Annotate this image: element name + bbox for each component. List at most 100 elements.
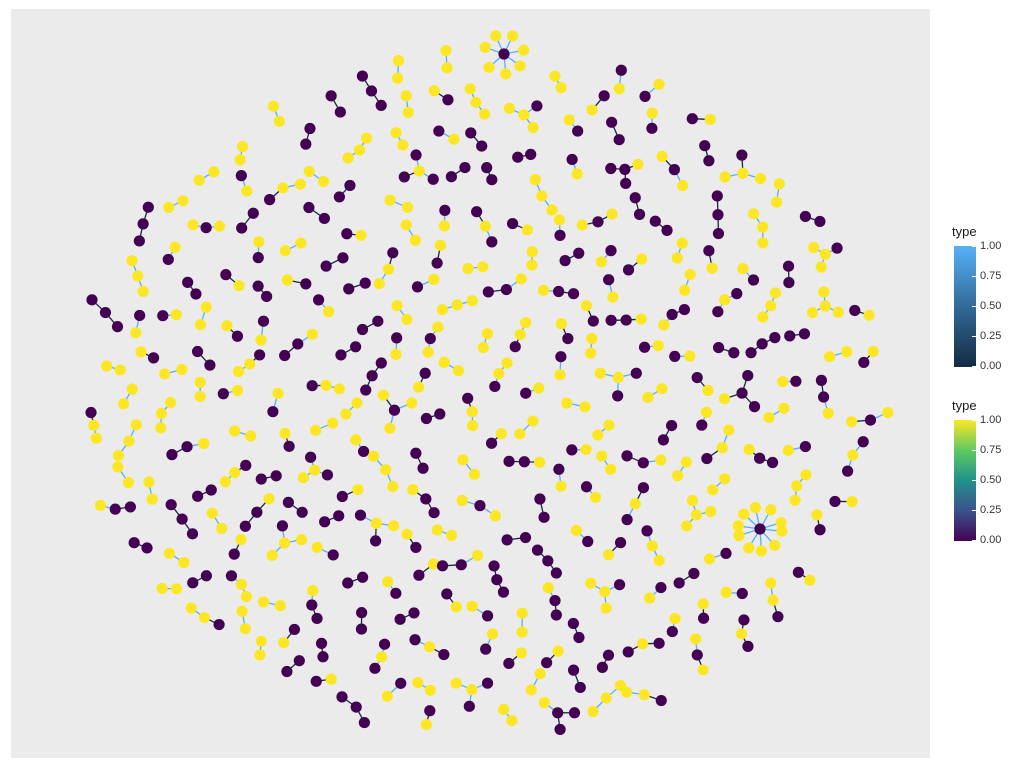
graph-node-type-0 (509, 341, 521, 353)
graph-node-type-0 (633, 208, 646, 220)
graph-node-type-1 (392, 72, 404, 84)
graph-node-type-0 (792, 566, 804, 578)
graph-node-type-0 (133, 235, 145, 247)
graph-node-type-1 (846, 495, 858, 508)
graph-node-type-0 (365, 85, 378, 97)
graph-node-type-0 (236, 222, 248, 234)
graph-node-type-1 (489, 510, 502, 522)
graph-node-type-0 (582, 535, 594, 548)
graph-node-type-1 (737, 167, 749, 179)
graph-node-type-0 (621, 450, 633, 462)
graph-node-type-1 (818, 286, 830, 298)
graph-node-type-1 (117, 398, 130, 410)
graph-node-type-0 (562, 332, 574, 345)
graph-node-type-0 (754, 452, 766, 464)
graph-node-type-1 (235, 533, 247, 546)
graph-node-type-1 (412, 381, 425, 393)
graph-node-type-0 (817, 391, 830, 403)
legend-area: type 1.00 0.75 0.50 0.25 0.00 type 1.00 … (950, 224, 1020, 554)
graph-node-type-0 (619, 163, 631, 175)
graph-node-type-1 (811, 509, 823, 521)
graph-node-type-0 (292, 338, 304, 350)
graph-node-type-0 (486, 236, 498, 248)
graph-node-type-1 (310, 424, 322, 436)
graph-node-type-1 (438, 356, 450, 368)
graph-node-type-1 (382, 263, 395, 275)
graph-node-type-0 (181, 441, 193, 453)
graph-node-type-1 (571, 168, 583, 180)
graph-node-type-1 (791, 480, 803, 492)
graph-node-type-1 (680, 456, 692, 468)
graph-node-type-1 (350, 434, 362, 446)
graph-node-type-1 (720, 586, 732, 598)
graph-node-type-0 (465, 127, 477, 139)
graph-node-type-0 (283, 440, 295, 452)
graph-node-type-0 (554, 229, 566, 241)
graph-node-type-1 (229, 466, 241, 479)
graph-node-type-0 (354, 509, 367, 521)
graph-node-type-1 (600, 602, 612, 614)
graph-node-type-1 (126, 255, 138, 267)
graph-node-type-0 (503, 657, 515, 670)
graph-node-type-1 (815, 261, 827, 273)
graph-node-type-0 (736, 387, 748, 399)
graph-node-type-1 (194, 376, 206, 388)
graph-node-type-1 (800, 469, 812, 481)
graph-node-type-1 (600, 692, 612, 704)
legend-tick-label: 1.00 (971, 240, 1002, 252)
graph-node-type-1 (353, 144, 366, 156)
graph-node-type-1 (765, 577, 777, 589)
graph-node-type-1 (401, 528, 413, 540)
graph-node-type-1 (307, 585, 319, 597)
graph-node-type-0 (240, 459, 252, 471)
graph-node-type-0 (441, 588, 453, 600)
graph-node-type-1 (536, 190, 548, 202)
graph-node-type-1 (229, 425, 241, 437)
graph-node-type-1 (585, 347, 597, 359)
graph-node-type-1 (592, 429, 604, 441)
graph-node-type-0 (235, 170, 247, 182)
graph-node-type-0 (566, 153, 578, 166)
graph-node-type-1 (156, 582, 168, 595)
graph-node-type-0 (375, 357, 387, 369)
graph-node-type-1 (303, 165, 315, 177)
graph-node-type-1 (518, 44, 530, 56)
graph-node-type-0 (378, 638, 391, 650)
graph-node-type-1 (653, 554, 665, 567)
graph-node-type-1 (704, 113, 716, 126)
graph-node-type-1 (738, 508, 750, 520)
graph-node-type-0 (213, 618, 225, 631)
graph-node-type-0 (649, 215, 661, 227)
graph-node-type-1 (686, 495, 699, 507)
graph-node-type-1 (677, 180, 689, 192)
graph-node-type-1 (656, 150, 668, 163)
graph-node-type-1 (718, 393, 731, 405)
graph-node-type-1 (253, 236, 265, 248)
graph-node-type-0 (410, 447, 422, 459)
graph-node-type-0 (293, 655, 305, 667)
graph-node-type-1 (208, 166, 220, 178)
graph-node-type-1 (672, 470, 684, 482)
graph-node-type-0 (409, 634, 421, 646)
graph-node-type-1 (778, 402, 790, 414)
graph-node-type-0 (205, 484, 217, 496)
graph-node-type-0 (187, 577, 199, 589)
graph-node-type-0 (431, 257, 443, 269)
graph-node-type-1 (193, 174, 205, 186)
graph-node-type-0 (191, 345, 204, 358)
graph-node-type-1 (477, 341, 489, 354)
graph-node-type-0 (333, 510, 345, 522)
graph-node-type-0 (336, 691, 348, 703)
graph-node-type-1 (642, 391, 654, 403)
legend-tick-label: 0.75 (971, 270, 1002, 282)
graph-node-type-1 (384, 422, 396, 434)
graph-node-type-1 (143, 476, 155, 488)
graph-node-type-1 (241, 185, 253, 197)
graph-node-type-1 (546, 204, 558, 216)
graph-node-type-0 (420, 493, 432, 505)
graph-node-type-1 (277, 182, 289, 194)
graph-node-type-0 (356, 323, 369, 336)
graph-node-type-0 (281, 665, 293, 678)
graph-node-type-1 (170, 309, 182, 321)
graph-node-type-1 (397, 139, 409, 151)
